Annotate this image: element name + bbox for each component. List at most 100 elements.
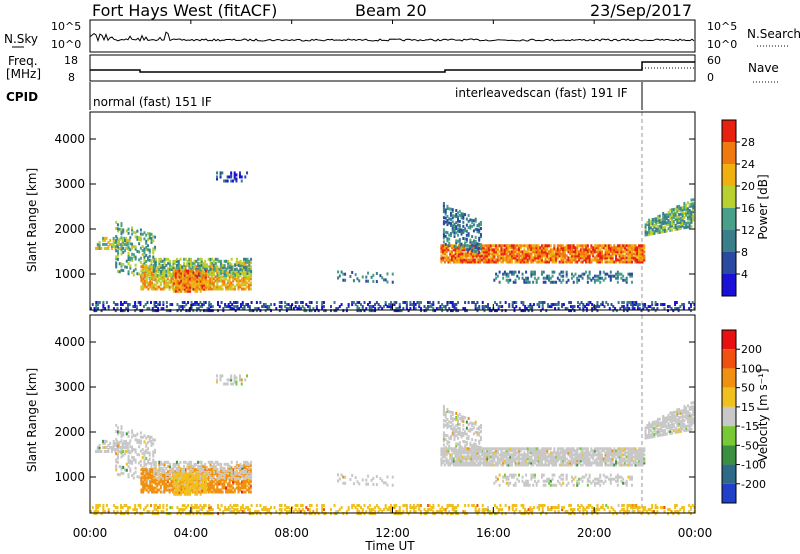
power-cell: [465, 309, 468, 313]
velocity-cell: [495, 463, 498, 467]
date-label: 23/Sep/2017: [590, 1, 692, 20]
power-cell: [689, 309, 692, 313]
power-cell: [107, 244, 110, 248]
velocity-cell: [458, 457, 461, 461]
velocity-cell: [159, 480, 162, 484]
velocity-cell: [132, 472, 135, 476]
velocity-cell: [109, 441, 112, 445]
power-cell: [228, 281, 231, 285]
power-cell: [542, 250, 545, 254]
power-cell: [639, 258, 642, 262]
power-cell: [223, 263, 226, 267]
power-cell: [158, 285, 161, 289]
velocity-cell: [452, 457, 455, 461]
power-cell: [481, 307, 484, 311]
power-cell: [212, 281, 215, 285]
power-cell: [549, 244, 552, 248]
power-cell: [627, 248, 630, 252]
power-cell: [119, 303, 122, 307]
power-cell: [495, 272, 498, 276]
velocity-cell: [246, 460, 249, 464]
power-cell: [548, 258, 551, 262]
velocity-cell: [142, 488, 145, 492]
power-cell: [259, 309, 262, 313]
power-cell: [183, 263, 186, 267]
power-cell: [244, 259, 247, 263]
power-cell: [238, 173, 241, 177]
power-cell: [615, 256, 618, 260]
velocity-cell: [178, 476, 181, 480]
power-cell: [635, 303, 638, 307]
power-cell: [237, 274, 240, 277]
velocity-cell: [176, 482, 179, 486]
power-cell: [181, 269, 184, 273]
power-cell: [135, 307, 138, 311]
power-cell: [232, 301, 235, 304]
velocity-cell: [352, 482, 355, 486]
power-cell: [597, 248, 600, 252]
power-cell: [184, 265, 187, 269]
power-cell: [529, 307, 532, 311]
velocity-cell: [182, 474, 185, 478]
power-cell: [191, 265, 194, 269]
power-cell: [449, 254, 452, 258]
power-cell: [638, 252, 641, 256]
velocity-cell: [472, 461, 475, 465]
power-cell: [488, 309, 491, 313]
power-cell: [98, 244, 101, 248]
velocity-cell: [177, 462, 180, 466]
power-cell: [176, 289, 179, 293]
power-cell: [514, 250, 517, 254]
velocity-cell: [187, 482, 190, 486]
velocity-cell: [228, 486, 231, 490]
power-cell: [461, 254, 464, 258]
velocity-cell: [152, 490, 155, 494]
power-cell: [683, 207, 686, 211]
power-cell: [683, 216, 686, 220]
power-cell: [202, 309, 205, 313]
power-cell: [493, 252, 496, 256]
power-cell: [201, 303, 204, 307]
power-cell: [521, 276, 524, 280]
power-cell: [525, 252, 528, 256]
velocity-cell: [125, 462, 128, 466]
velocity-cell: [120, 471, 123, 475]
velocity-cell: [454, 455, 457, 459]
velocity-cell: [124, 468, 127, 472]
power-cell: [190, 281, 193, 285]
velocity-cell: [449, 457, 452, 461]
velocity-cell: [204, 472, 207, 476]
power-cell: [177, 263, 180, 267]
power-cell: [184, 267, 187, 271]
velocity-cell: [239, 470, 242, 474]
power-cell: [440, 248, 443, 252]
power-cell: [663, 303, 666, 307]
power-cell: [504, 301, 507, 304]
power-cell: [606, 256, 609, 260]
power-cell: [453, 303, 456, 307]
power-cell: [354, 303, 357, 307]
power-cell: [147, 273, 150, 277]
velocity-cell: [183, 486, 186, 490]
power-cell: [464, 243, 467, 247]
power-cell: [139, 260, 142, 264]
power-cell: [678, 204, 681, 208]
power-cell: [294, 301, 297, 304]
power-cell: [477, 260, 480, 264]
power-cell: [565, 270, 568, 274]
velocity-cell: [103, 441, 106, 445]
power-cell: [202, 301, 205, 304]
power-cell: [156, 281, 159, 285]
velocity-cell: [156, 490, 159, 494]
power-cell: [137, 301, 140, 304]
power-cell: [561, 303, 564, 307]
power-cell: [646, 221, 649, 225]
velocity-cell: [468, 451, 471, 455]
velocity-cell: [191, 468, 194, 472]
power-cell: [135, 305, 138, 309]
velocity-cell: [203, 466, 206, 470]
power-cell: [537, 250, 540, 254]
velocity-cell: [161, 480, 164, 484]
velocity-cell: [178, 492, 181, 496]
